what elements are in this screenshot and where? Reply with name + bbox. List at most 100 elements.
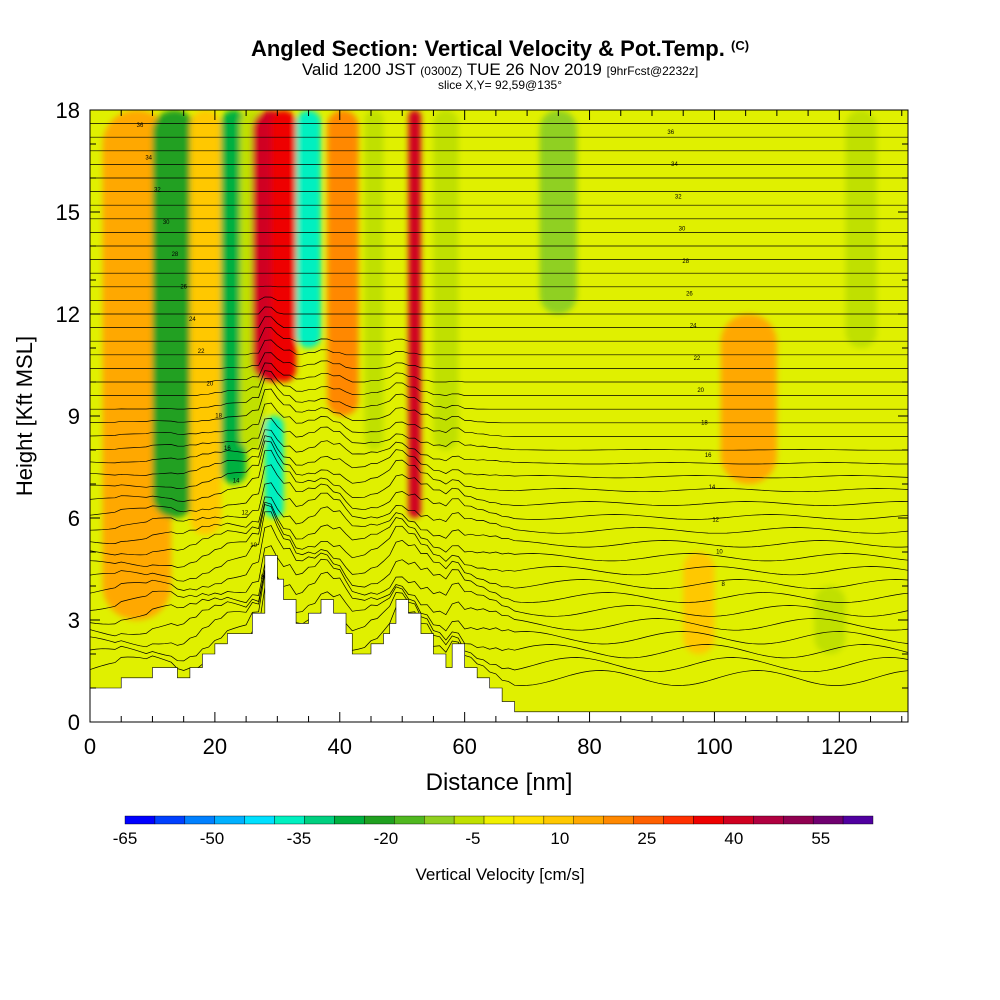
colorbar-swatch [124,815,156,825]
theta-contour-15 [90,435,908,479]
y-tick-label: 6 [68,506,80,531]
contour-label: 28 [682,259,689,265]
colorbar-swatch [783,815,814,825]
theta-contour-27 [90,306,908,315]
velocity-band-16 [845,110,877,348]
contour-label: 18 [215,414,222,420]
contour-label: 36 [137,123,144,129]
x-tick-label: 20 [203,734,227,759]
theta-contour-26 [90,316,908,328]
theta-contour-6 [90,525,908,603]
colorbar: -65 -50 -35 -20 -5 10 25 40 55 [113,815,874,848]
colorbar-swatch [214,815,245,825]
contour-label: 8 [721,582,725,588]
theta-contour-12 [90,464,908,520]
velocity-band-13 [539,110,578,314]
colorbar-swatch [812,815,844,825]
contour-label: 22 [694,356,701,362]
contour-label: 22 [198,349,205,355]
theta-contour-16 [90,429,908,465]
contour-label: 24 [189,317,196,323]
colorbar-swatch [513,815,545,825]
colorbar-swatch [154,815,186,825]
colorbar-tick-label: 25 [637,829,656,848]
contour-label: 12 [712,517,719,523]
contour-label: 36 [667,130,674,136]
colorbar-swatch [603,815,634,825]
velocity-band-12 [433,110,459,450]
colorbar-swatch [842,815,874,825]
contour-label: 20 [207,381,214,387]
theta-contour-3 [90,569,908,645]
theta-contour-17 [90,417,908,451]
x-tick-label: 80 [577,734,601,759]
x-tick-label: 100 [696,734,733,759]
theta-contour-9 [90,501,908,562]
theta-contour-11 [90,482,908,534]
y-tick-label: 0 [68,710,80,735]
colorbar-tick-label: -20 [374,829,399,848]
colorbar-swatch [663,815,694,825]
x-tick-label: 120 [821,734,858,759]
velocity-band-14 [720,314,777,484]
chart-slice-label: slice X,Y= 92,59@135° [437,78,563,92]
velocity-band-15 [683,552,715,654]
theta-contour-2 [90,569,908,659]
colorbar-tick-label: 40 [724,829,743,848]
contour-label: 26 [686,291,693,297]
plot-area: 36 36 34 34 32 32 30 30 28 28 26 26 24 24 22 22 20 20 18 18… [90,110,908,722]
theta-contour-18 [90,402,908,437]
colorbar-swatch [573,815,604,825]
colorbar-swatch [424,815,455,825]
colorbar-swatch [244,815,275,825]
y-tick-label: 15 [56,200,80,225]
x-axis: 0 20 40 60 80 100 120 [84,110,903,759]
contour-label: 12 [242,511,249,517]
contour-label: 24 [690,324,697,330]
terrain [90,555,908,722]
velocity-band-10 [364,110,384,450]
contour-label: 30 [679,227,686,233]
theta-contour-7 [90,511,908,589]
colorbar-tick-label: -50 [200,829,225,848]
theta-contour-25 [90,327,908,342]
contour-label: 18 [701,421,708,427]
theta-contour-21 [90,370,908,396]
colorbar-swatch [753,815,784,825]
colorbar-swatch [633,815,664,825]
x-tick-label: 40 [328,734,352,759]
contour-label: 26 [180,285,187,291]
x-axis-label: Distance [nm] [426,769,573,796]
velocity-band-9 [327,110,359,416]
contour-label: 14 [233,478,240,484]
colorbar-swatch [304,815,335,825]
contour-label: 10 [250,543,257,549]
colorbar-tick-label: 55 [811,829,830,848]
theta-contour-28 [90,296,908,301]
colorbar-tick-label: 10 [550,829,569,848]
contour-label: 16 [224,446,231,452]
theta-contour-5 [90,545,908,617]
colorbar-swatch [364,815,395,825]
x-tick-label: 0 [84,734,96,759]
colorbar-swatch [334,815,365,825]
theta-contour-19 [90,388,908,424]
y-axis-label: Height [Kft MSL] [12,336,37,496]
chart-title: Angled Section: Vertical Velocity & Pot.… [250,36,750,61]
theta-contour-22 [90,362,908,383]
theta-contour-24 [90,339,908,356]
y-tick-label: 9 [68,404,80,429]
contour-label: 14 [709,485,716,491]
contour-label: 34 [145,155,152,161]
theta-contour-29 [90,285,908,288]
colorbar-swatch [693,815,724,825]
contour-label: 16 [705,453,712,459]
y-axis: 0 36 9 12 15 18 [56,98,908,735]
contour-label: 28 [172,252,179,258]
chart-subtitle: Valid 1200 JST (0300Z) TUE 26 Nov 2019 [… [301,60,699,79]
x-tick-label: 60 [452,734,476,759]
theta-contour-23 [90,352,908,369]
theta-contour-13 [90,449,908,506]
colorbar-swatch [483,815,515,825]
colorbar-swatch [453,815,485,825]
